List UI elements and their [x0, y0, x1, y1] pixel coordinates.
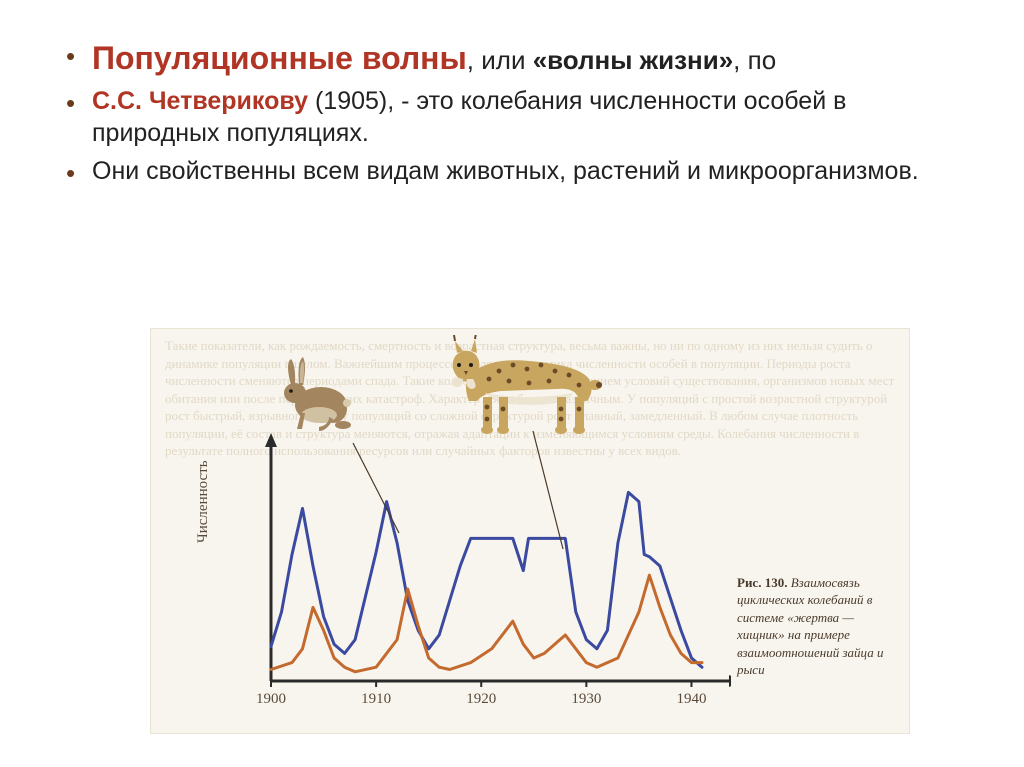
- figure-number: Рис. 130.: [737, 575, 787, 590]
- bullet-1: Популяционные волны, или «волны жизни», …: [56, 38, 968, 79]
- figure: Такие показатели, как рождаемость, смерт…: [150, 328, 910, 734]
- bullet-3: Они свойственны всем видам животных, рас…: [56, 155, 968, 187]
- svg-text:1920: 1920: [466, 691, 496, 707]
- svg-text:1940: 1940: [676, 691, 706, 707]
- hare-illustration: [271, 353, 359, 437]
- bullet-list: Популяционные волны, или «волны жизни», …: [56, 38, 968, 187]
- figure-caption: Рис. 130. Взаимосвязь циклических колеба…: [737, 574, 897, 679]
- slide-root: Популяционные волны, или «волны жизни», …: [0, 0, 1024, 767]
- y-axis-label: Численность: [195, 460, 212, 543]
- lynx-illustration: [429, 335, 619, 437]
- svg-text:1930: 1930: [571, 691, 601, 707]
- figure-caption-text: Взаимосвязь циклических колебаний в сист…: [737, 575, 883, 678]
- term-population-waves: Популяционные волны: [92, 40, 467, 76]
- author-name: С.С. Четверикову: [92, 87, 308, 115]
- svg-text:1910: 1910: [361, 691, 391, 707]
- bullet-2: С.С. Четверикову (1905), - это колебания…: [56, 85, 968, 149]
- term-waves-of-life: «волны жизни»: [533, 45, 733, 75]
- svg-text:1900: 1900: [256, 691, 286, 707]
